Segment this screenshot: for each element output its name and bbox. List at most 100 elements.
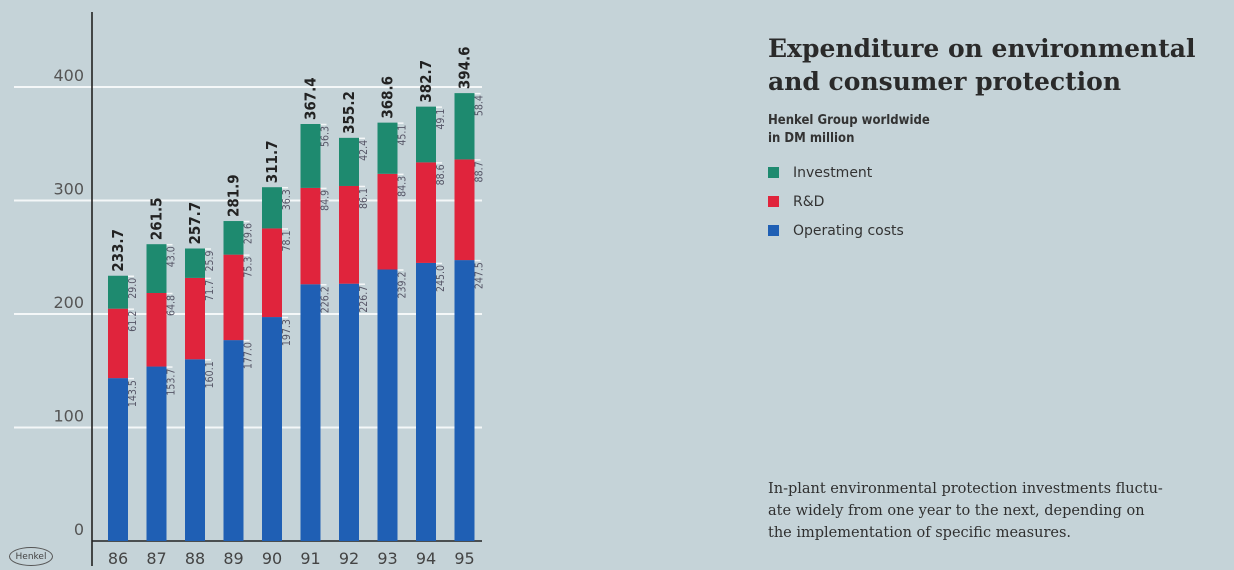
- title-line-2: and consumer protection: [768, 67, 1122, 96]
- x-category-label: 95: [454, 549, 474, 568]
- bar-segment-operating-costs: [300, 284, 321, 541]
- x-category-label: 89: [223, 549, 243, 568]
- segment-value-label: 64.8: [166, 295, 178, 316]
- bar-segment-operating-costs: [146, 366, 167, 541]
- x-category-label: 88: [185, 549, 205, 568]
- segment-value-label: 75.3: [243, 257, 255, 278]
- x-category-labels: 86 87 88 89 90 91 92 93 94 95: [108, 549, 475, 568]
- segment-value-label: 84.3: [397, 176, 409, 197]
- bar-segment-operating-costs: [339, 283, 359, 541]
- chart-title: Expenditure on environmental and consume…: [768, 32, 1208, 98]
- bar-segment-investment: [416, 106, 436, 163]
- bar-segment-investment: [146, 244, 167, 294]
- bar-segment-operating-costs: [377, 269, 398, 541]
- legend-item-investment: Investment: [768, 158, 1208, 187]
- bar-segment-investment: [108, 275, 128, 309]
- segment-value-label: 86.1: [358, 188, 370, 209]
- segment-value-label: 247.5: [474, 262, 486, 289]
- x-category-label: 87: [146, 549, 166, 568]
- bar-segment-investment: [339, 137, 359, 186]
- bar-segment-rd: [108, 308, 128, 379]
- bar-segment-operating-costs: [223, 340, 244, 541]
- bar-segment-rd: [185, 277, 205, 360]
- segment-value-label: 29.6: [243, 223, 255, 244]
- legend-label-operating-costs: Operating costs: [793, 222, 904, 239]
- legend-item-operating-costs: Operating costs: [768, 216, 1208, 245]
- chart-subtitle: Henkel Group worldwide in DM million: [768, 112, 1208, 148]
- bar-segment-operating-costs: [185, 359, 205, 541]
- y-tick-label: 300: [53, 180, 84, 199]
- footnote-line-2: ate widely from one year to the next, de…: [768, 503, 1145, 519]
- x-category-label: 94: [416, 549, 436, 568]
- legend-swatch-investment: [768, 167, 779, 178]
- x-category-label: 91: [300, 549, 320, 568]
- bar-total-label: 367.4: [302, 77, 320, 120]
- x-category-label: 90: [262, 549, 282, 568]
- bar-segment-operating-costs: [454, 260, 475, 541]
- segment-value-label: 143.5: [127, 380, 139, 407]
- segment-value-label: 88.7: [474, 161, 486, 182]
- bar-total-label: 382.7: [417, 60, 435, 103]
- segment-value-label: 226.7: [358, 286, 370, 313]
- segment-value-label: 226.2: [320, 286, 332, 313]
- bar-segment-operating-costs: [262, 317, 282, 541]
- segment-value-label: 43.0: [166, 246, 178, 267]
- segment-value-label: 61.2: [127, 311, 139, 332]
- y-tick-label: 400: [53, 66, 84, 85]
- segment-value-label: 25.9: [204, 251, 216, 272]
- subtitle-line-1: Henkel Group worldwide: [768, 113, 930, 128]
- bar-total-label: 311.7: [263, 141, 281, 184]
- segment-value-label: 58.4: [474, 95, 486, 116]
- segment-value-label: 29.0: [127, 278, 139, 299]
- bar-segment-investment: [185, 248, 205, 278]
- segment-value-label: 36.3: [281, 189, 293, 210]
- bar-total-label: 261.5: [148, 198, 166, 241]
- y-tick-labels: 0 100 200 300 400: [53, 66, 84, 539]
- legend-swatch-rd: [768, 196, 779, 207]
- bar-segment-operating-costs: [108, 378, 128, 541]
- bar-segment-investment: [262, 187, 282, 229]
- logo-text: Henkel: [15, 551, 47, 562]
- info-panel: Expenditure on environmental and consume…: [768, 32, 1208, 245]
- bar-segment-rd: [416, 162, 436, 263]
- bar-segment-rd: [223, 254, 244, 341]
- bar-segment-investment: [377, 122, 398, 174]
- segment-value-label: 177.0: [243, 342, 255, 369]
- bar-total-label: 368.6: [379, 76, 397, 119]
- segment-value-label: 239.2: [397, 272, 409, 299]
- legend-item-rd: R&D: [768, 187, 1208, 216]
- segment-value-label: 42.4: [358, 140, 370, 161]
- segment-value-label: 49.1: [435, 109, 447, 130]
- y-tick-label: 200: [53, 293, 84, 312]
- bar-segment-rd: [377, 173, 398, 270]
- henkel-logo: Henkel: [9, 547, 53, 566]
- legend-swatch-operating-costs: [768, 225, 779, 236]
- segment-value-label: 160.1: [204, 361, 216, 388]
- footnote: In-plant environmental protection invest…: [768, 478, 1218, 544]
- y-tick-label: 0: [74, 520, 84, 539]
- segment-value-label: 71.7: [204, 280, 216, 301]
- segment-value-label: 84.9: [320, 190, 332, 211]
- segment-value-label: 56.3: [320, 126, 332, 147]
- bar-segment-investment: [300, 124, 321, 188]
- y-tick-label: 100: [53, 407, 84, 426]
- bar-segment-operating-costs: [416, 262, 436, 541]
- bar-segment-rd: [146, 293, 167, 367]
- bar-segment-investment: [454, 93, 475, 160]
- segment-value-label: 245.0: [435, 265, 447, 292]
- title-line-1: Expenditure on environmental: [768, 34, 1196, 63]
- bar-total-label: 355.2: [340, 91, 358, 134]
- bar-segment-rd: [454, 159, 475, 261]
- segment-value-label: 153.7: [166, 369, 178, 396]
- segment-value-label: 78.1: [281, 230, 293, 251]
- subtitle-line-2: in DM million: [768, 131, 855, 146]
- x-category-label: 92: [339, 549, 359, 568]
- bar-total-label: 281.9: [225, 174, 243, 217]
- segment-value-label: 45.1: [397, 125, 409, 146]
- bar-total-label: 394.6: [456, 46, 474, 89]
- x-category-label: 93: [377, 549, 397, 568]
- bar-segment-rd: [262, 228, 282, 318]
- footnote-line-3: the implementation of specific measures.: [768, 525, 1072, 541]
